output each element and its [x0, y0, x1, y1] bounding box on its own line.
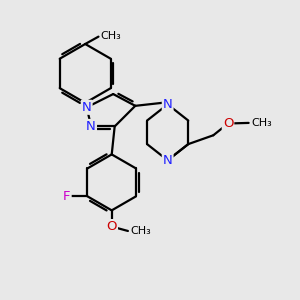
Text: CH₃: CH₃ — [130, 226, 151, 236]
Text: F: F — [63, 190, 70, 203]
Text: N: N — [86, 120, 96, 133]
Text: N: N — [163, 154, 172, 167]
Text: O: O — [106, 220, 117, 233]
Text: CH₃: CH₃ — [101, 31, 122, 41]
Text: N: N — [82, 101, 92, 114]
Text: CH₃: CH₃ — [251, 118, 272, 128]
Text: O: O — [223, 117, 233, 130]
Text: N: N — [163, 98, 172, 111]
